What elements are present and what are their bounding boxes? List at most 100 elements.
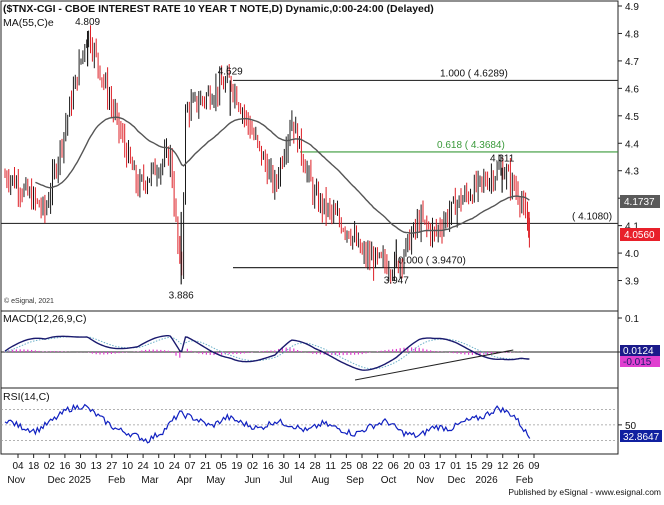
x-month-label: Dec xyxy=(448,475,466,486)
x-axis: 04 18 02 16 30 13 27 10 24 10 24 07 21 05 19 02 16 30 14 28… xyxy=(1,453,618,486)
signal-value-text: -0.015 xyxy=(623,357,652,368)
x-tick-label: 09 xyxy=(528,461,540,472)
close-value-box-bg xyxy=(620,228,660,241)
x-tick-label: 20 xyxy=(403,461,415,472)
x-tick-label: 27 xyxy=(106,461,118,472)
x-tick-label: 06 xyxy=(388,461,400,472)
price-tick-label: 4.6 xyxy=(625,84,639,95)
ma-value-box: 4.1737 xyxy=(620,195,660,208)
chart-title: ($TNX-CGI - CBOE INTEREST RATE 10 YEAR T… xyxy=(3,3,434,15)
x-month-label: May xyxy=(206,475,225,486)
price-tick-label: 4.8 xyxy=(625,29,639,40)
price-annotation: 4.629 xyxy=(218,66,243,77)
x-tick-label: 21 xyxy=(200,461,212,472)
macd-tick-label: 0.1 xyxy=(625,314,639,325)
x-tick-label: 19 xyxy=(231,461,243,472)
x-month-label: Dec xyxy=(47,475,65,486)
x-month-label: Nov xyxy=(416,475,434,486)
level-label: 1.000 ( 4.6289) xyxy=(440,68,508,79)
price-tick-label: 4.4 xyxy=(625,139,639,150)
macd-value-box-bg xyxy=(620,345,660,356)
x-month-label: Jul xyxy=(280,475,293,486)
ma-value-text: 4.1737 xyxy=(624,197,655,208)
macd-value-box: 0.0124 xyxy=(620,345,660,357)
x-tick-label: 30 xyxy=(75,461,87,472)
x-month-label: Feb xyxy=(108,475,126,486)
rsi-panel: 50 xyxy=(1,403,637,444)
x-tick-label: 18 xyxy=(28,461,40,472)
price-annotations: 4.809 4.629 3.886 4.311 3.947 xyxy=(75,17,515,301)
macd-panel-title: MACD(12,26,9,C) xyxy=(3,313,86,325)
x-tick-label: 05 xyxy=(216,461,228,472)
ma-legend: MA(55,C)e xyxy=(3,17,54,29)
x-month-label: Oct xyxy=(381,475,397,486)
signal-value-box-bg xyxy=(620,356,660,367)
close-value-text: 4.0560 xyxy=(624,230,655,241)
x-tick-label: 16 xyxy=(59,461,71,472)
macd-trendline xyxy=(354,349,514,381)
watermark: © eSignal, 2021 xyxy=(4,297,54,305)
x-month-label: 2025 xyxy=(69,475,92,486)
x-tick-label: 24 xyxy=(138,461,150,472)
x-tick-label: 17 xyxy=(435,461,447,472)
close-value-box: 4.0560 xyxy=(620,228,660,241)
rsi-value-box-bg xyxy=(620,430,662,442)
x-tick-label: 12 xyxy=(497,461,509,472)
x-tick-label: 03 xyxy=(419,461,431,472)
price-annotation: 4.809 xyxy=(75,17,100,28)
price-annotation: 3.886 xyxy=(169,290,194,301)
x-month-label: Jun xyxy=(244,475,260,486)
x-month-label: Mar xyxy=(141,475,159,486)
x-tick-label: 02 xyxy=(247,461,259,472)
price-tick-label: 4.3 xyxy=(625,167,639,178)
x-month-label: Feb xyxy=(516,475,534,486)
x-tick-label: 30 xyxy=(278,461,290,472)
price-tick-label: 3.9 xyxy=(625,277,639,288)
x-tick-label: 15 xyxy=(466,461,478,472)
ma-value-box-bg xyxy=(620,195,660,208)
x-tick-label: 26 xyxy=(513,461,525,472)
price-tick-label: 4.9 xyxy=(625,2,639,13)
macd-line xyxy=(4,335,530,371)
rsi-value-box: 32.8647 xyxy=(620,430,662,443)
x-tick-label: 08 xyxy=(356,461,368,472)
x-month-label: Aug xyxy=(312,475,330,486)
signal-value-box: -0.015 xyxy=(620,356,660,368)
x-tick-label: 04 xyxy=(12,461,24,472)
price-tick-label: 4.5 xyxy=(625,112,639,123)
price-axis: 4.94.84.74.64.54.44.34.24.14.03.9 xyxy=(618,2,639,288)
x-tick-label: 02 xyxy=(44,461,56,472)
rsi-value-text: 32.8647 xyxy=(623,432,660,443)
x-month-label: Nov xyxy=(7,475,25,486)
x-month-label: Apr xyxy=(177,475,193,486)
level-label: ( 4.1080) xyxy=(572,211,612,222)
rsi-line xyxy=(4,403,531,444)
x-tick-label: 14 xyxy=(294,461,306,472)
x-month-label: 2026 xyxy=(475,475,498,486)
level-label: 0.618 ( 4.3684) xyxy=(437,140,505,151)
x-month-label: Sep xyxy=(346,475,364,486)
footer-credit: Published by eSignal - www.esignal.com xyxy=(508,487,661,497)
x-tick-label: 07 xyxy=(184,461,196,472)
x-tick-label: 10 xyxy=(153,461,165,472)
fibonacci-levels: 1.000 ( 4.6289) 0.618 ( 4.3684) ( 4.1080) 0… xyxy=(1,68,618,269)
price-annotation: 3.947 xyxy=(384,276,409,287)
x-tick-label: 16 xyxy=(263,461,275,472)
x-tick-label: 01 xyxy=(450,461,462,472)
x-tick-label: 24 xyxy=(169,461,181,472)
macd-value-text: 0.0124 xyxy=(623,346,654,357)
ma-line xyxy=(35,116,530,234)
price-tick-label: 4.0 xyxy=(625,249,639,260)
x-tick-label: 10 xyxy=(122,461,134,472)
x-tick-label: 11 xyxy=(326,461,337,472)
price-tick-label: 4.1 xyxy=(625,222,639,233)
x-tick-label: 29 xyxy=(482,461,494,472)
x-tick-label: 22 xyxy=(372,461,384,472)
price-annotation: 4.311 xyxy=(490,154,515,165)
level-label: 0.000 ( 3.9470) xyxy=(398,256,466,267)
rsi-panel-title: RSI(14,C) xyxy=(3,391,50,403)
x-tick-label: 13 xyxy=(91,461,103,472)
